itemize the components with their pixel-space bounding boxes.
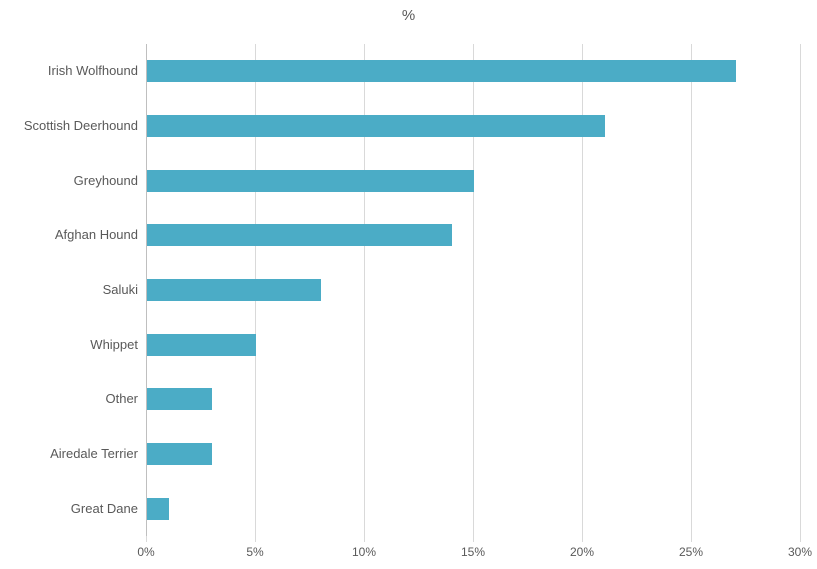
category-label: Saluki [102,282,138,297]
category-label: Irish Wolfhound [47,63,138,78]
bar [147,334,256,356]
category-label: Great Dane [70,501,138,516]
x-tick-label: 20% [569,545,595,559]
axis-line [146,44,147,536]
x-tick-label: 5% [246,545,264,559]
category-label: Airedale Terrier [50,446,138,461]
chart-title: % [401,7,416,24]
bar [147,115,605,137]
bar [147,279,321,301]
category-label: Greyhound [73,173,138,188]
gridline [691,44,692,536]
category-label: Scottish Deerhound [23,118,138,133]
bar [147,443,212,465]
bar [147,498,169,520]
bar [147,224,452,246]
gridline [473,44,474,536]
category-label: Afghan Hound [54,227,138,242]
tick-mark [691,536,692,542]
tick-mark [364,536,365,542]
x-tick-label: 0% [137,545,155,559]
x-tick-label: 15% [460,545,486,559]
category-label: Whippet [90,337,138,352]
x-tick-label: 30% [787,545,813,559]
tick-mark [473,536,474,542]
category-label: Other [105,391,138,406]
value-axis: 0% 5% 10% 15% 20% 25% 30% [137,545,817,565]
x-tick-label: 10% [351,545,377,559]
x-tick-label: 25% [678,545,704,559]
gridline [582,44,583,536]
tick-mark [582,536,583,542]
bar [147,170,474,192]
gridline [800,44,801,536]
gridline [364,44,365,536]
bar [147,388,212,410]
tick-mark [146,536,147,542]
bar [147,60,736,82]
category-axis: Irish Wolfhound Scottish Deerhound Greyhou… [0,44,138,536]
tick-mark [800,536,801,542]
tick-mark [255,536,256,542]
plot-area [146,44,801,542]
